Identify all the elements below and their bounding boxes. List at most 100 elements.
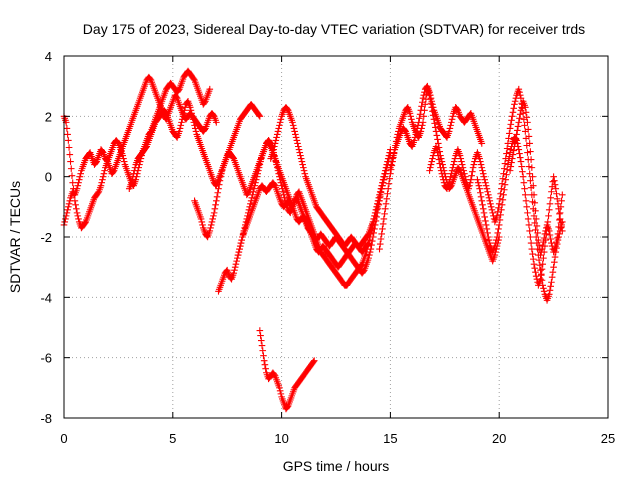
data-point: [379, 220, 387, 228]
data-point: [99, 148, 106, 155]
data-point: [496, 195, 504, 203]
data-point: [432, 124, 439, 131]
data-point: [554, 200, 562, 208]
x-tick-label: 0: [60, 431, 67, 446]
data-point: [514, 127, 521, 134]
data-point: [256, 161, 264, 168]
data-point: [250, 188, 257, 196]
chart-title: Day 175 of 2023, Sidereal Day-to-day VTE…: [83, 21, 585, 37]
data-point: [77, 170, 84, 177]
data-point: [541, 230, 549, 238]
data-point: [532, 207, 539, 215]
data-point: [360, 267, 367, 275]
data-point: [210, 212, 217, 220]
data-point: [483, 185, 491, 193]
data-point: [537, 275, 544, 283]
data-point: [428, 158, 436, 165]
data-point: [553, 190, 560, 198]
data-point: [234, 251, 242, 259]
data-point: [380, 215, 388, 223]
data-point: [510, 104, 518, 112]
data-point: [548, 278, 555, 286]
data-point: [474, 179, 482, 186]
data-point: [129, 173, 137, 180]
data-point: [540, 234, 548, 242]
data-point: [244, 212, 251, 220]
data-point: [415, 119, 422, 126]
data-point: [390, 149, 398, 156]
data-point: [70, 185, 77, 193]
data-point: [448, 119, 455, 126]
data-point: [257, 158, 264, 165]
data-point: [62, 215, 69, 223]
data-point: [485, 233, 492, 241]
data-point: [540, 288, 548, 295]
data-point: [478, 164, 486, 171]
data-point: [556, 209, 564, 217]
data-point: [212, 201, 219, 209]
data-point: [199, 221, 206, 229]
data-point: [253, 173, 261, 180]
data-point: [210, 112, 217, 119]
data-point: [142, 144, 150, 151]
data-point: [241, 224, 248, 232]
data-point: [524, 119, 531, 126]
data-point: [467, 176, 475, 183]
data-point: [388, 158, 396, 165]
data-point: [414, 122, 422, 129]
data-point: [229, 154, 237, 161]
data-point: [201, 98, 209, 106]
data-point: [525, 221, 533, 229]
data-point: [519, 173, 527, 180]
data-point: [532, 268, 539, 276]
data-point: [450, 161, 457, 168]
data-point: [413, 125, 421, 132]
data-point: [551, 258, 558, 266]
data-point: [485, 194, 493, 202]
data-point: [488, 206, 496, 214]
data-point: [498, 201, 506, 209]
data-point: [374, 197, 382, 205]
data-point: [73, 205, 80, 213]
data-point: [243, 215, 251, 223]
data-point: [525, 163, 533, 170]
data-point: [478, 140, 486, 147]
data-point: [556, 215, 564, 223]
data-point: [101, 167, 108, 174]
data-point: [376, 188, 384, 196]
data-point: [519, 168, 526, 175]
data-point: [207, 224, 214, 232]
data-point: [70, 191, 78, 199]
data-point: [180, 110, 187, 117]
data-point: [482, 221, 490, 229]
data-point: [559, 191, 566, 199]
data-point: [476, 185, 483, 193]
data-point: [63, 125, 71, 132]
x-tick-label: 5: [169, 431, 176, 446]
data-point: [294, 143, 302, 150]
data-point: [439, 173, 446, 180]
data-point: [271, 181, 278, 189]
data-point: [110, 168, 117, 175]
data-point: [471, 158, 478, 165]
data-point: [99, 173, 107, 180]
data-point: [382, 205, 389, 213]
data-point: [508, 159, 515, 166]
data-point: [505, 135, 512, 142]
data-point: [515, 146, 523, 153]
data-point: [162, 109, 169, 116]
data-point: [114, 139, 121, 146]
data-point: [480, 209, 488, 217]
data-point: [376, 240, 384, 248]
data-point: [419, 98, 426, 106]
data-point: [289, 119, 296, 126]
series-arc-b: [60, 67, 214, 232]
data-point: [273, 134, 280, 141]
data-point: [554, 230, 562, 238]
data-point: [538, 265, 546, 273]
data-point: [496, 216, 504, 224]
data-point: [277, 390, 285, 398]
data-point: [213, 197, 220, 205]
data-point: [545, 206, 553, 214]
data-point: [233, 257, 240, 265]
